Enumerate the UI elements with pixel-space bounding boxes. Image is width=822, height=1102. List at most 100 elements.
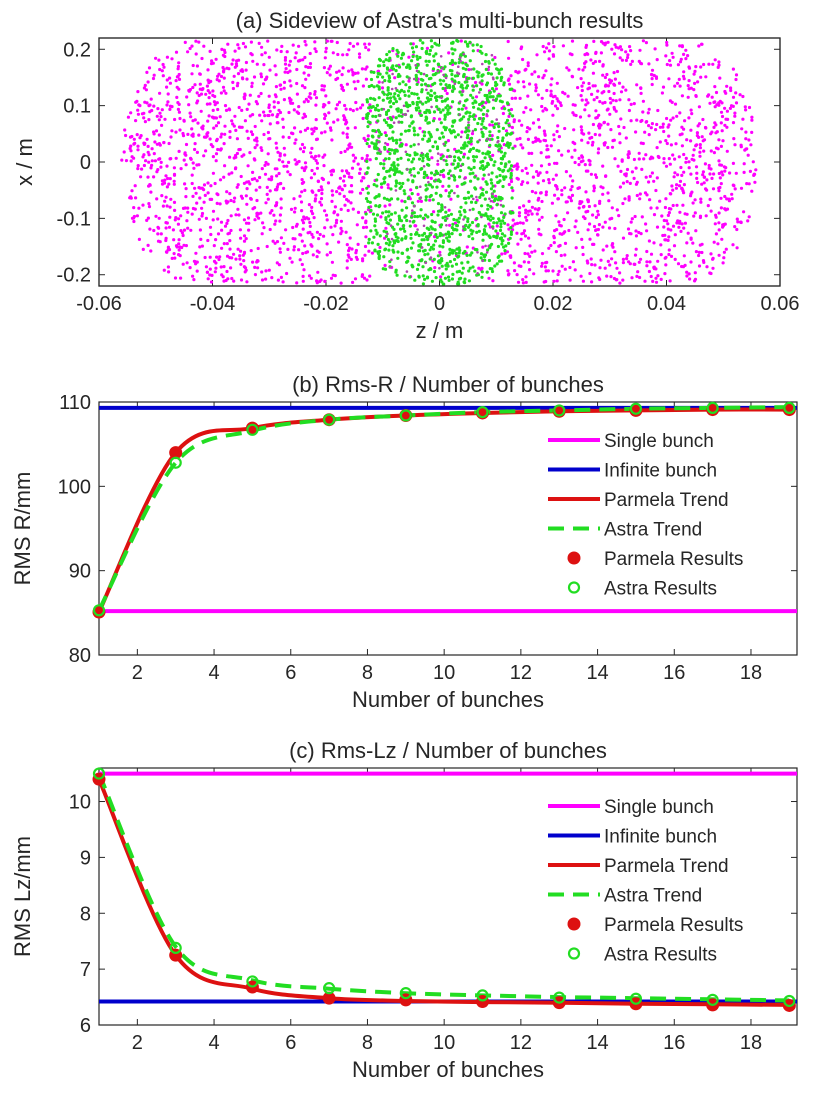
magenta-point xyxy=(443,206,447,209)
magenta-point xyxy=(594,215,599,219)
magenta-point xyxy=(293,141,297,145)
magenta-point xyxy=(590,92,594,96)
green-point xyxy=(488,90,492,94)
magenta-point xyxy=(439,275,443,279)
magenta-point xyxy=(274,141,278,145)
green-point xyxy=(457,156,461,160)
green-point xyxy=(471,96,475,100)
green-point xyxy=(470,232,474,236)
magenta-point xyxy=(264,201,268,205)
magenta-point xyxy=(206,181,210,185)
green-point xyxy=(497,129,501,133)
magenta-point xyxy=(619,117,623,121)
magenta-point xyxy=(270,276,274,280)
magenta-point xyxy=(342,194,346,198)
green-point xyxy=(429,89,433,93)
magenta-point xyxy=(231,58,235,62)
magenta-point xyxy=(535,170,539,174)
magenta-point xyxy=(345,243,349,247)
green-point xyxy=(396,222,400,226)
green-point xyxy=(429,267,433,271)
green-point xyxy=(446,230,450,234)
magenta-point xyxy=(359,179,364,183)
green-point xyxy=(493,62,497,66)
magenta-point xyxy=(629,220,633,224)
green-point xyxy=(492,163,496,167)
magenta-point xyxy=(283,58,287,62)
magenta-point xyxy=(301,150,306,154)
green-point xyxy=(372,183,376,187)
magenta-point xyxy=(528,268,532,272)
magenta-point xyxy=(695,176,699,180)
green-point xyxy=(433,140,437,144)
magenta-point xyxy=(174,244,179,248)
green-point xyxy=(424,195,428,199)
magenta-point xyxy=(576,186,580,190)
magenta-point xyxy=(667,157,671,161)
magenta-point xyxy=(245,280,249,284)
magenta-point xyxy=(665,43,669,47)
magenta-point xyxy=(214,57,218,61)
magenta-point xyxy=(345,135,349,139)
green-point xyxy=(486,71,490,75)
green-point xyxy=(498,94,502,98)
magenta-point xyxy=(166,265,170,269)
magenta-point xyxy=(183,40,187,45)
green-point xyxy=(441,283,445,286)
magenta-point xyxy=(262,132,266,137)
magenta-point xyxy=(332,210,336,214)
green-point xyxy=(468,111,472,115)
magenta-point xyxy=(558,101,562,105)
magenta-point xyxy=(279,236,283,240)
green-point xyxy=(422,134,426,138)
magenta-point xyxy=(661,122,665,126)
magenta-point xyxy=(735,217,739,221)
green-point xyxy=(499,161,503,165)
magenta-point xyxy=(320,84,324,88)
magenta-point xyxy=(580,84,584,88)
green-point xyxy=(436,202,441,206)
magenta-point xyxy=(277,263,281,267)
green-point xyxy=(376,250,380,254)
magenta-point xyxy=(647,239,652,243)
magenta-point xyxy=(214,159,218,163)
magenta-point xyxy=(506,273,511,277)
green-point xyxy=(408,103,412,108)
magenta-point xyxy=(560,193,564,197)
chart-b-xtick-label: 12 xyxy=(510,662,532,684)
green-point xyxy=(387,76,392,80)
magenta-point xyxy=(580,128,584,132)
green-point xyxy=(400,120,404,124)
magenta-point xyxy=(605,72,609,77)
magenta-point xyxy=(397,120,401,124)
magenta-point xyxy=(615,208,619,212)
magenta-point xyxy=(618,271,622,275)
magenta-point xyxy=(729,88,733,93)
magenta-point xyxy=(145,137,149,141)
magenta-point xyxy=(523,234,528,238)
magenta-point xyxy=(521,278,525,282)
magenta-point xyxy=(491,227,495,230)
green-point xyxy=(415,103,419,107)
magenta-point xyxy=(274,73,278,77)
magenta-point xyxy=(390,87,394,91)
magenta-point xyxy=(154,129,159,133)
magenta-point xyxy=(599,51,604,55)
magenta-point xyxy=(416,192,420,196)
green-point xyxy=(392,101,396,106)
magenta-point xyxy=(509,107,514,112)
magenta-point xyxy=(481,259,485,263)
green-point xyxy=(510,131,514,135)
magenta-point xyxy=(301,58,305,62)
green-point xyxy=(439,110,443,114)
green-point xyxy=(391,138,395,143)
green-point xyxy=(415,92,419,96)
magenta-point xyxy=(317,237,321,241)
magenta-point xyxy=(439,55,443,58)
green-point xyxy=(383,180,387,184)
green-point xyxy=(374,108,378,112)
magenta-point xyxy=(652,213,657,217)
magenta-point xyxy=(517,70,521,74)
magenta-point xyxy=(180,245,184,250)
green-point xyxy=(410,201,415,205)
